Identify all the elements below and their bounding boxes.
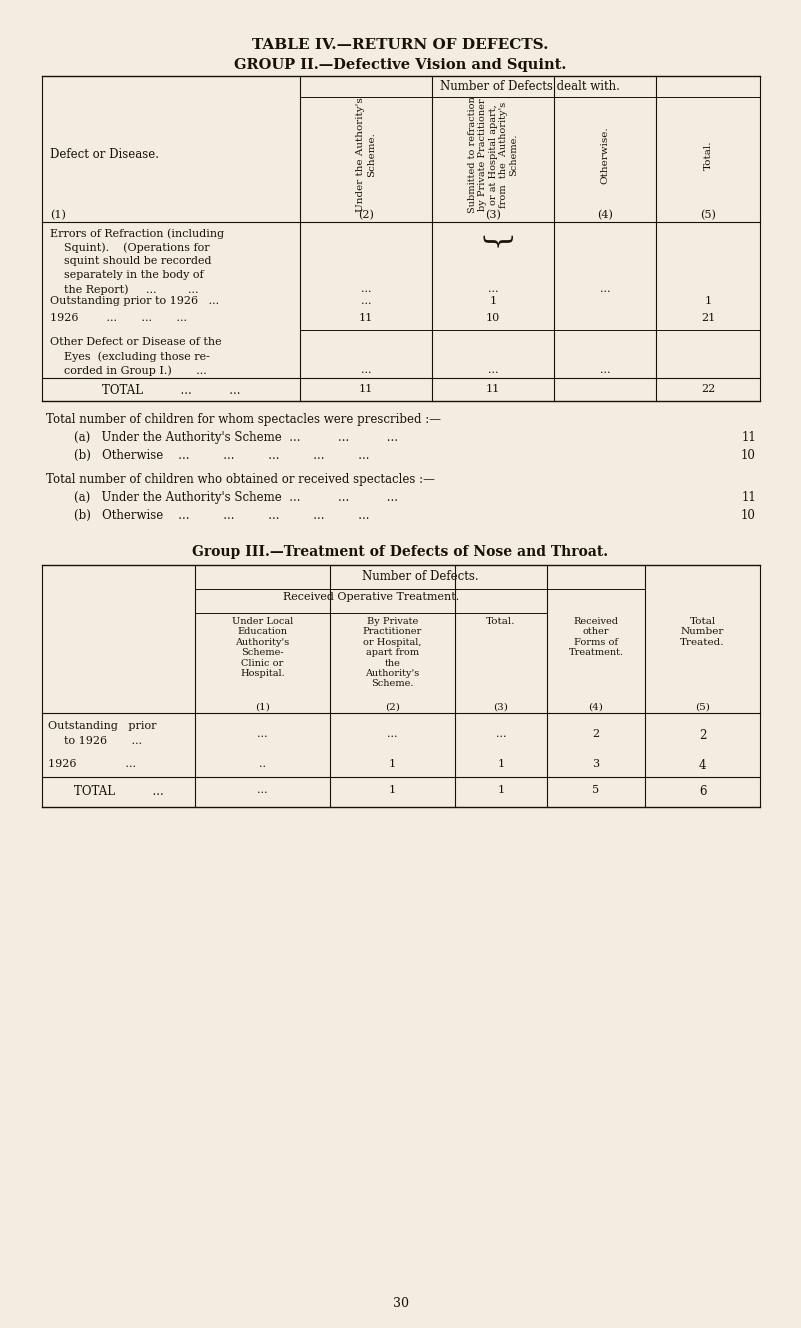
- Text: ...: ...: [360, 365, 371, 374]
- Text: 11: 11: [486, 384, 500, 394]
- Text: ...: ...: [488, 365, 498, 374]
- Text: 5: 5: [593, 785, 600, 795]
- Text: Group III.—Treatment of Defects of Nose and Throat.: Group III.—Treatment of Defects of Nose …: [192, 544, 609, 559]
- Text: ...: ...: [488, 284, 498, 293]
- Text: squint should be recorded: squint should be recorded: [64, 256, 211, 266]
- Text: TOTAL          ...: TOTAL ...: [74, 785, 163, 798]
- Text: 22: 22: [701, 384, 715, 394]
- Text: (b)   Otherwise    ...         ...         ...         ...         ...: (b) Otherwise ... ... ... ... ...: [74, 509, 369, 522]
- Text: Total.: Total.: [703, 141, 713, 170]
- Text: ...: ...: [257, 785, 268, 795]
- Text: 10: 10: [741, 509, 756, 522]
- Text: 11: 11: [359, 313, 373, 323]
- Text: 1: 1: [497, 785, 505, 795]
- Text: (2): (2): [385, 703, 400, 712]
- Text: Eyes  (excluding those re­: Eyes (excluding those re­: [64, 351, 210, 361]
- Text: (a)   Under the Authority's Scheme  ...          ...          ...: (a) Under the Authority's Scheme ... ...…: [74, 491, 398, 505]
- Text: 11: 11: [741, 432, 756, 444]
- Text: Number of Defects.: Number of Defects.: [362, 570, 478, 583]
- Text: ...: ...: [360, 296, 371, 305]
- Text: By Private
Practitioner
or Hospital,
apart from
the
Authority's
Scheme.: By Private Practitioner or Hospital, apa…: [363, 618, 422, 688]
- Text: Under the Authority's
Scheme.: Under the Authority's Scheme.: [356, 98, 376, 212]
- Text: 1: 1: [489, 296, 497, 305]
- Text: 1: 1: [389, 785, 396, 795]
- Text: (2): (2): [358, 210, 374, 220]
- Text: 2: 2: [593, 729, 600, 738]
- Text: Squint).    (Operations for: Squint). (Operations for: [64, 242, 210, 252]
- Text: to 1926       ...: to 1926 ...: [64, 736, 142, 746]
- Text: ...: ...: [360, 284, 371, 293]
- Text: (4): (4): [589, 703, 603, 712]
- Text: 1926        ...       ...       ...: 1926 ... ... ...: [50, 313, 187, 323]
- Text: TOTAL          ...          ...: TOTAL ... ...: [102, 384, 240, 397]
- Text: (3): (3): [485, 210, 501, 220]
- Text: (a)   Under the Authority's Scheme  ...          ...          ...: (a) Under the Authority's Scheme ... ...…: [74, 432, 398, 444]
- Text: Outstanding prior to 1926   ...: Outstanding prior to 1926 ...: [50, 296, 219, 305]
- Text: Under Local
Education
Authority's
Scheme-
Clinic or
Hospital.: Under Local Education Authority's Scheme…: [231, 618, 293, 679]
- Text: 30: 30: [392, 1297, 409, 1309]
- Text: TABLE IV.—RETURN OF DEFECTS.: TABLE IV.—RETURN OF DEFECTS.: [252, 39, 549, 52]
- Text: Submitted to refraction
by Private Practitioner
or at Hospital apart,
from  the : Submitted to refraction by Private Pract…: [468, 97, 518, 214]
- Text: (b)   Otherwise    ...         ...         ...         ...         ...: (b) Otherwise ... ... ... ... ...: [74, 449, 369, 462]
- Text: ...: ...: [387, 729, 398, 738]
- Text: 1: 1: [704, 296, 711, 305]
- Text: (1): (1): [50, 210, 66, 220]
- Text: Defect or Disease.: Defect or Disease.: [50, 149, 159, 162]
- Text: (1): (1): [255, 703, 270, 712]
- Text: ...: ...: [600, 365, 610, 374]
- Text: Errors of Refraction (including: Errors of Refraction (including: [50, 228, 224, 239]
- Text: 1: 1: [389, 760, 396, 769]
- Text: Total
Number
Treated.: Total Number Treated.: [680, 618, 725, 647]
- Text: ...: ...: [257, 729, 268, 738]
- Text: 4: 4: [698, 760, 706, 772]
- Text: Outstanding   prior: Outstanding prior: [48, 721, 156, 730]
- Text: 1926              ...: 1926 ...: [48, 760, 136, 769]
- Text: 21: 21: [701, 313, 715, 323]
- Text: (5): (5): [695, 703, 710, 712]
- Text: ...: ...: [600, 284, 610, 293]
- Text: Received
other
Forms of
Treatment.: Received other Forms of Treatment.: [569, 618, 623, 657]
- Text: Total number of children for whom spectacles were prescribed :—: Total number of children for whom specta…: [46, 413, 441, 426]
- Text: 10: 10: [486, 313, 500, 323]
- Text: 10: 10: [741, 449, 756, 462]
- Text: 3: 3: [593, 760, 600, 769]
- Text: 11: 11: [741, 491, 756, 505]
- Text: 11: 11: [359, 384, 373, 394]
- Text: Total number of children who obtained or received spectacles :—: Total number of children who obtained or…: [46, 473, 435, 486]
- Text: (5): (5): [700, 210, 716, 220]
- Text: separately in the body of: separately in the body of: [64, 270, 203, 280]
- Text: Total.: Total.: [486, 618, 516, 625]
- Text: ..: ..: [259, 760, 266, 769]
- Text: 1: 1: [497, 760, 505, 769]
- Text: the Report)     ...         ...: the Report) ... ...: [64, 284, 199, 295]
- Text: Number of Defects dealt with.: Number of Defects dealt with.: [440, 80, 620, 93]
- Text: corded in Group I.)       ...: corded in Group I.) ...: [64, 365, 207, 376]
- Text: GROUP II.—Defective Vision and Squint.: GROUP II.—Defective Vision and Squint.: [235, 58, 566, 72]
- Text: ...: ...: [496, 729, 506, 738]
- Text: (4): (4): [597, 210, 613, 220]
- Text: Otherwise.: Otherwise.: [601, 126, 610, 183]
- Text: (3): (3): [493, 703, 509, 712]
- Text: }: }: [477, 234, 509, 254]
- Text: 2: 2: [698, 729, 706, 742]
- Text: Other Defect or Disease of the: Other Defect or Disease of the: [50, 337, 222, 347]
- Text: 6: 6: [698, 785, 706, 798]
- Text: Received Operative Treatment.: Received Operative Treatment.: [283, 592, 459, 602]
